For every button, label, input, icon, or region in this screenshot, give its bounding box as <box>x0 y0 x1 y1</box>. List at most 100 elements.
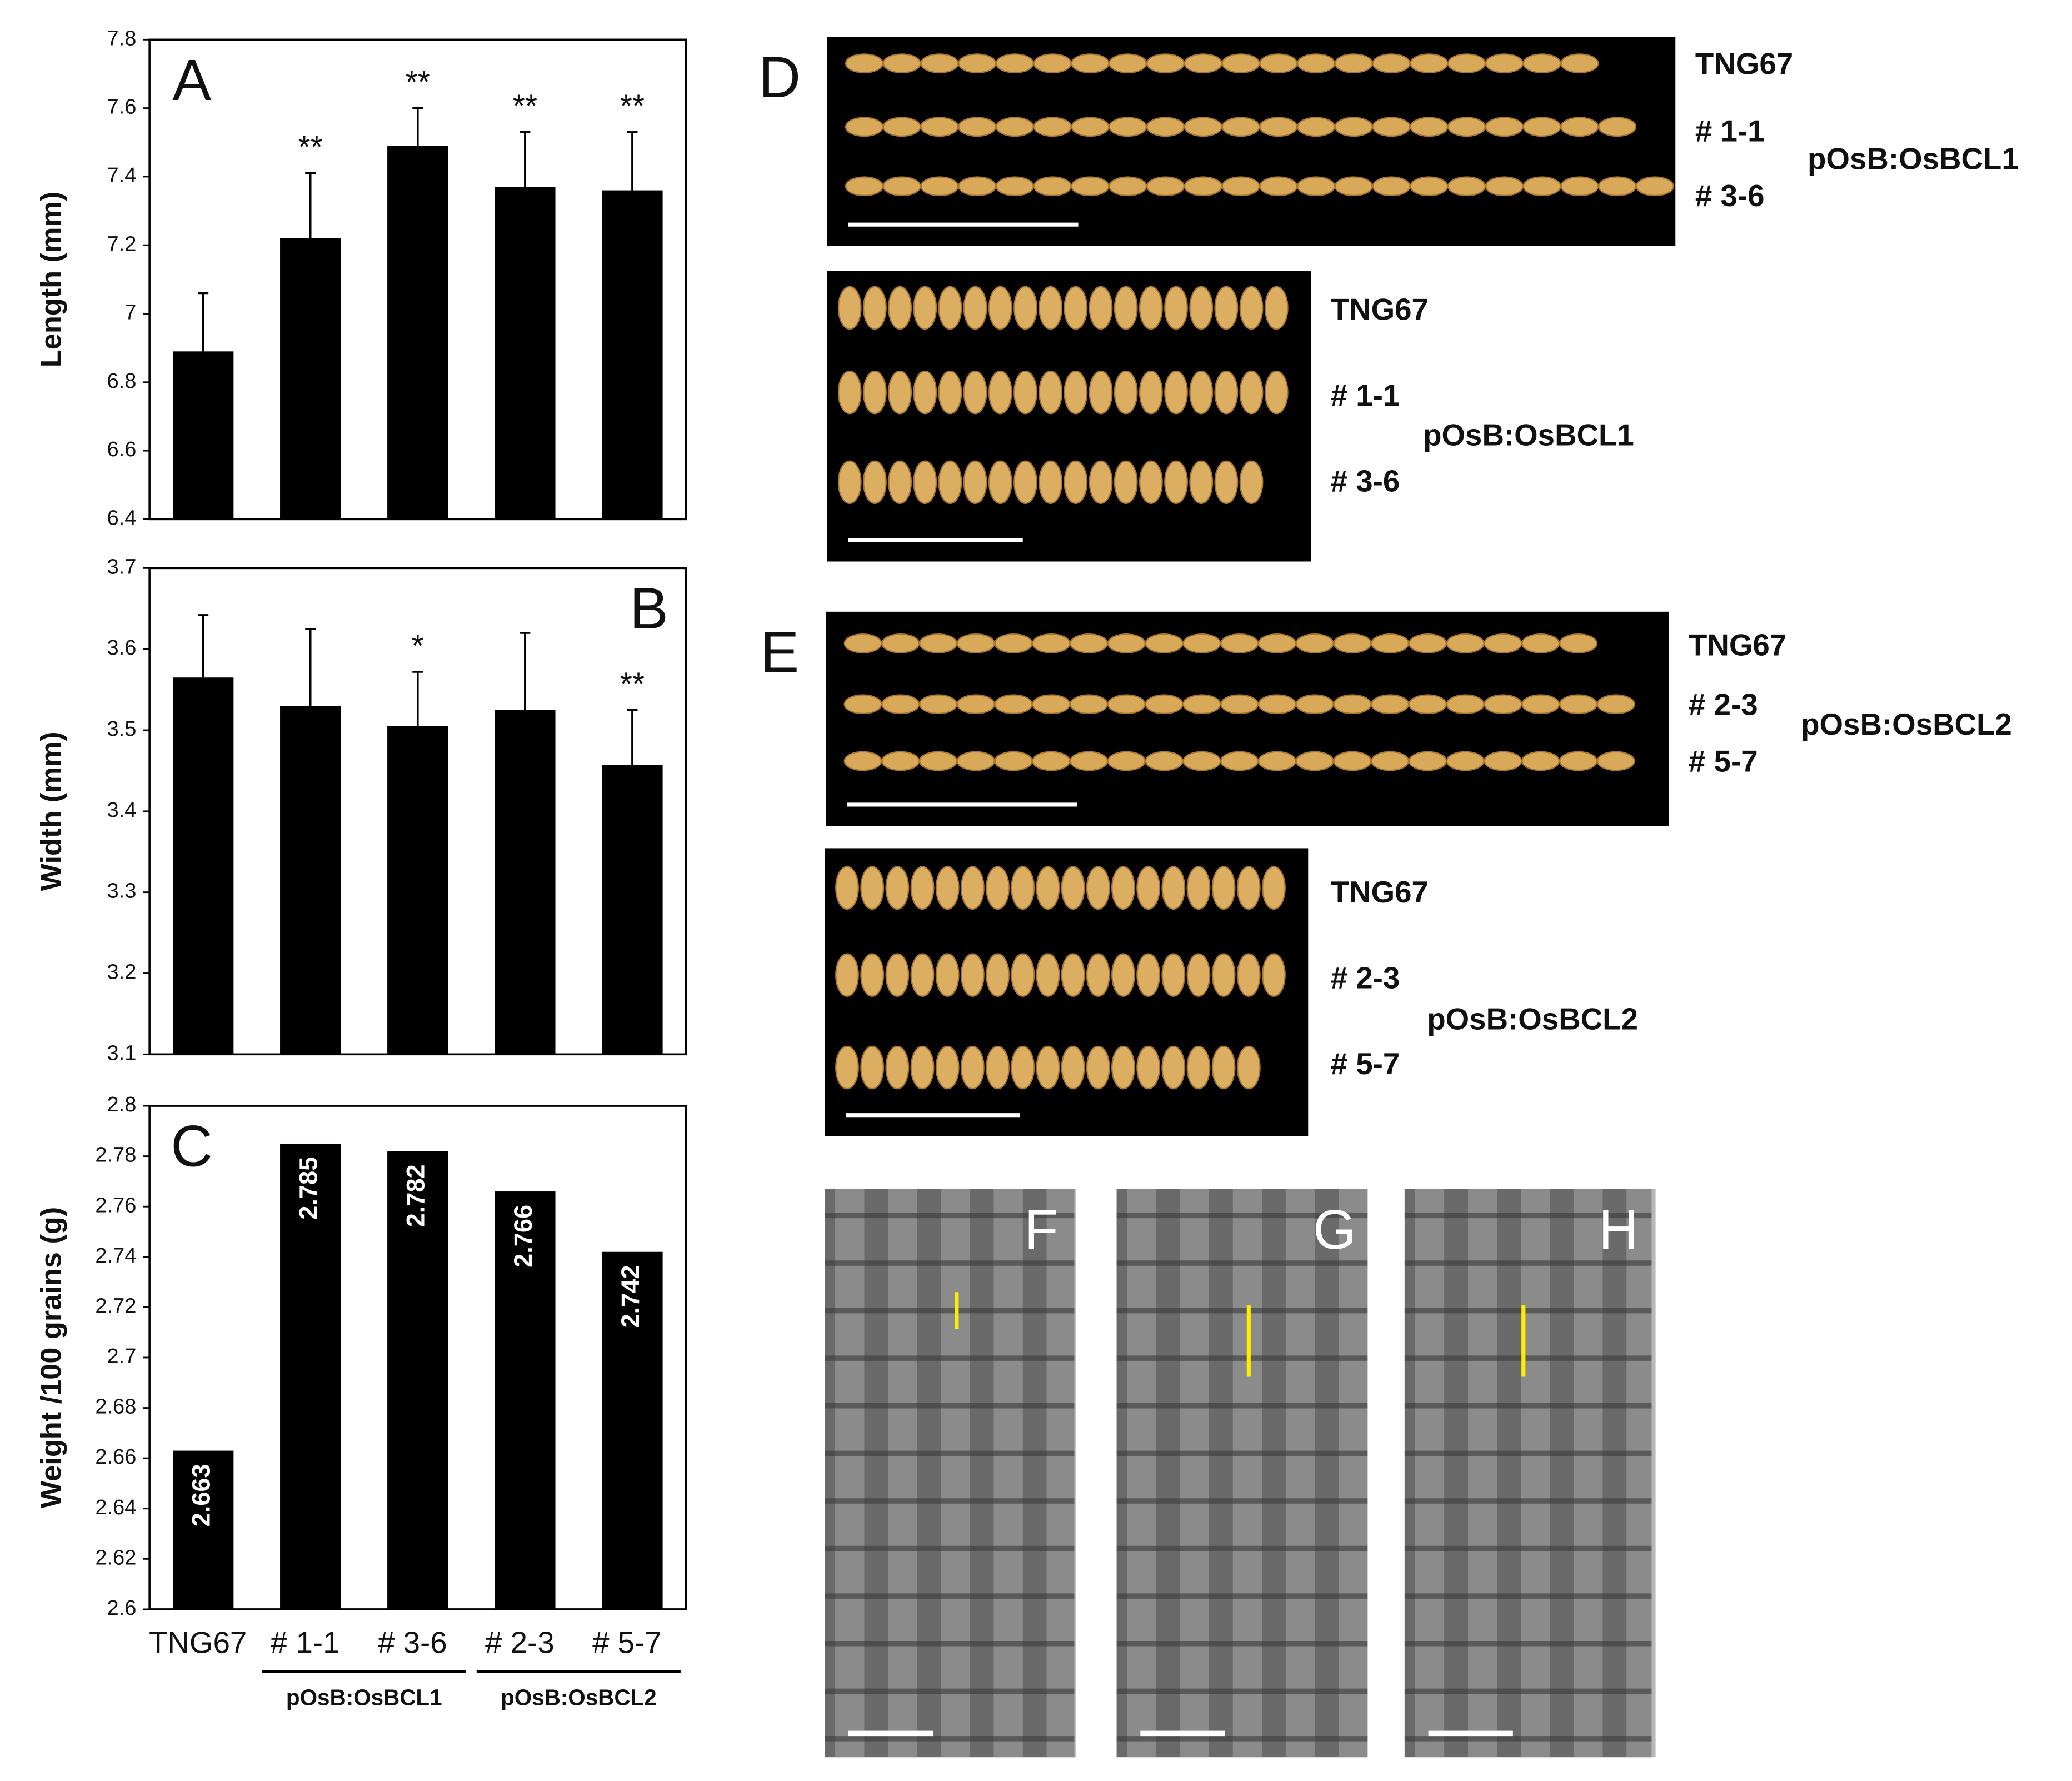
grain <box>835 866 859 910</box>
cell-column <box>1574 1189 1603 1758</box>
grain <box>1408 751 1447 771</box>
grain <box>1485 117 1524 137</box>
grain <box>1164 286 1188 330</box>
grain <box>1410 176 1449 197</box>
grain <box>1236 866 1261 910</box>
panel-label: B <box>630 576 668 641</box>
panel-label: D <box>758 45 801 110</box>
grain <box>956 694 995 715</box>
grain <box>1559 751 1597 771</box>
grain <box>1447 176 1486 197</box>
grain <box>1114 460 1138 505</box>
grain <box>1064 370 1088 415</box>
bar <box>172 1450 234 1609</box>
grain <box>1214 370 1239 415</box>
grain <box>1033 176 1072 197</box>
grain <box>920 176 959 197</box>
y-tick-label: 3.2 <box>107 961 136 984</box>
row-label: # 1-1 <box>1331 378 1400 412</box>
grain <box>963 286 987 330</box>
grain <box>1408 694 1447 715</box>
grain <box>1221 53 1260 73</box>
grain <box>1186 1045 1211 1090</box>
grain <box>1136 866 1160 910</box>
grain <box>1136 953 1160 997</box>
grain <box>1114 286 1138 330</box>
y-axis-label: Length (mm) <box>35 192 67 368</box>
grain <box>1013 286 1037 330</box>
grain <box>994 633 1033 653</box>
grain <box>1596 694 1635 715</box>
grain <box>1635 176 1674 197</box>
grain <box>1485 176 1524 197</box>
grain <box>988 286 1012 330</box>
grain <box>835 953 859 997</box>
grain <box>1036 1045 1060 1090</box>
grain <box>837 460 862 505</box>
row-label: # 3-6 <box>1331 464 1400 498</box>
grain <box>1333 751 1372 771</box>
grain <box>1295 633 1334 653</box>
bar <box>172 677 234 1055</box>
y-tick-label: 2.62 <box>95 1546 136 1569</box>
grain <box>1257 694 1296 715</box>
cell-column <box>1338 1189 1368 1758</box>
grain <box>994 751 1033 771</box>
grain <box>1145 633 1184 653</box>
grain <box>938 460 962 505</box>
cell-column <box>1521 1189 1550 1758</box>
y-tick-label: 3.1 <box>107 1041 136 1065</box>
grain <box>1371 694 1410 715</box>
grain <box>1521 633 1560 653</box>
grain <box>1086 953 1110 997</box>
grain <box>1032 751 1071 771</box>
group-label: pOsB:OsBCL1 <box>1423 417 1634 452</box>
bar <box>495 1191 556 1609</box>
grain <box>1334 176 1373 197</box>
bar <box>387 146 448 520</box>
grain <box>1070 694 1109 715</box>
grain <box>919 694 958 715</box>
grain <box>1221 117 1260 137</box>
grain <box>860 866 885 910</box>
row-label: TNG67 <box>1331 875 1429 909</box>
grain <box>1297 176 1336 197</box>
panel-label: C <box>171 1114 213 1179</box>
grain <box>910 866 935 910</box>
grain <box>1236 953 1261 997</box>
grain <box>1484 694 1522 715</box>
grain <box>885 866 910 910</box>
y-tick-label: 3.4 <box>107 799 136 822</box>
grain <box>885 1045 910 1090</box>
y-tick-label: 7.8 <box>107 27 136 50</box>
grain <box>1485 53 1524 73</box>
grain <box>1036 866 1060 910</box>
grain <box>1447 53 1486 73</box>
grain <box>881 751 920 771</box>
grain <box>1164 460 1188 505</box>
grain <box>882 176 921 197</box>
grain <box>882 53 921 73</box>
grain <box>1161 953 1186 997</box>
grain <box>986 953 1010 997</box>
grain <box>1189 286 1214 330</box>
y-tick-label: 2.66 <box>95 1445 136 1469</box>
grain <box>1295 694 1334 715</box>
grain <box>1560 176 1599 197</box>
grain <box>1371 751 1410 771</box>
row-label: TNG67 <box>1331 292 1429 327</box>
grain <box>1086 1045 1110 1090</box>
bar <box>602 190 663 520</box>
grain <box>1220 694 1259 715</box>
row-label: # 1-1 <box>1695 114 1765 148</box>
grain <box>837 370 862 415</box>
grain <box>1484 751 1522 771</box>
grain <box>1145 751 1184 771</box>
grain <box>863 286 887 330</box>
grain <box>1039 286 1063 330</box>
grain <box>1560 117 1599 137</box>
grain <box>960 866 985 910</box>
grain <box>1259 176 1298 197</box>
grain <box>888 370 912 415</box>
grain <box>1297 117 1336 137</box>
